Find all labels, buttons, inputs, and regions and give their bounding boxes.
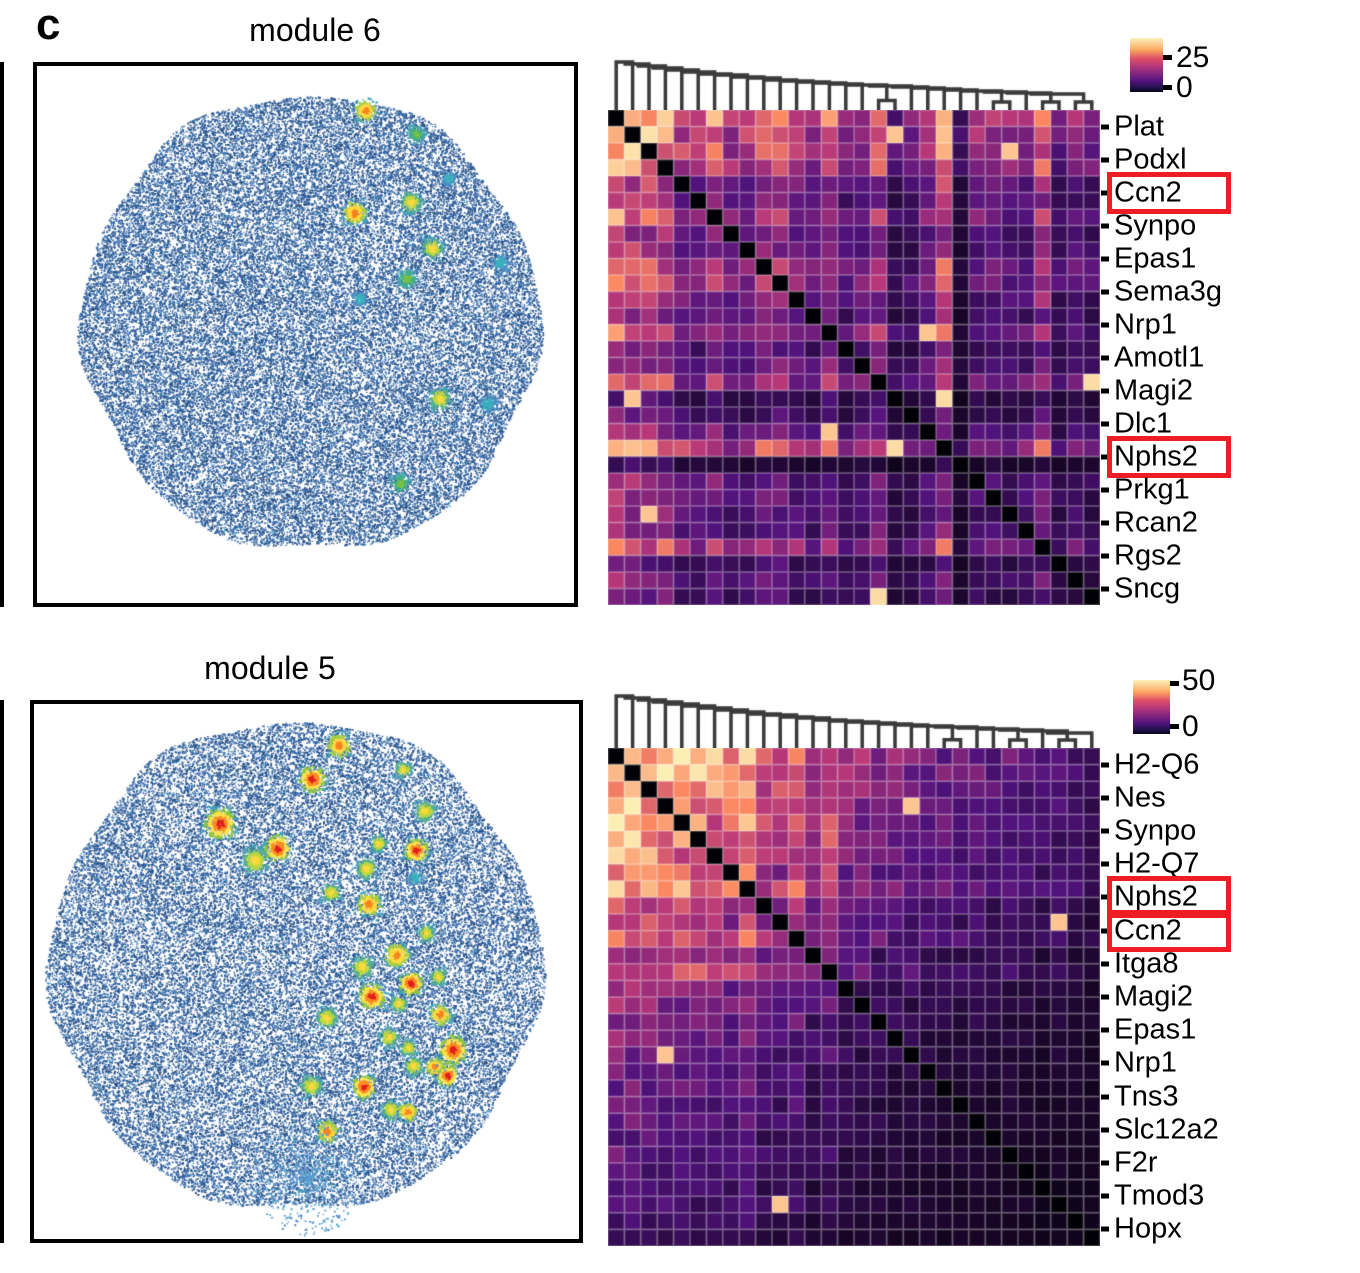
module5-colorbar xyxy=(1133,680,1170,734)
gene-tick-ccn2 xyxy=(1101,190,1109,195)
module6-spatial-box xyxy=(33,62,578,607)
gene-label-sncg: Sncg xyxy=(1114,572,1181,604)
module5-spatial-plot xyxy=(34,704,579,1239)
gene-label-amotl1: Amotl1 xyxy=(1114,341,1205,373)
gene-tick-sncg xyxy=(1101,586,1109,591)
highlight-box-ccn2 xyxy=(1107,909,1231,952)
gene-label-h2-q7: H2-Q7 xyxy=(1114,847,1200,880)
gene-tick-tmod3 xyxy=(1101,1193,1109,1199)
gene-label-podxl: Podxl xyxy=(1114,143,1187,175)
gene-tick-prkg1 xyxy=(1101,487,1109,492)
gene-label-synpo: Synpo xyxy=(1114,209,1197,241)
gene-label-sema3g: Sema3g xyxy=(1114,275,1223,307)
gene-label-slc12a2: Slc12a2 xyxy=(1114,1113,1219,1146)
gene-tick-tns3 xyxy=(1101,1094,1109,1100)
gene-label-nphs2: Nphs2 xyxy=(1114,440,1198,472)
gene-label-tmod3: Tmod3 xyxy=(1114,1179,1205,1212)
gene-label-rcan2: Rcan2 xyxy=(1114,506,1198,538)
gene-label-magi2: Magi2 xyxy=(1114,980,1193,1013)
gene-tick-nrp1 xyxy=(1101,322,1109,327)
gene-tick-plat xyxy=(1101,124,1109,129)
module6-spatial-plot xyxy=(37,66,574,603)
gene-tick-nphs2 xyxy=(1101,454,1109,459)
gene-tick-ccn2 xyxy=(1101,928,1109,934)
gene-tick-nrp1 xyxy=(1101,1060,1109,1066)
gene-label-plat: Plat xyxy=(1114,110,1164,142)
gene-tick-rcan2 xyxy=(1101,520,1109,525)
module6-dendrogram xyxy=(608,54,1100,110)
gene-tick-magi2 xyxy=(1101,994,1109,1000)
module5-colorbar-tick-min xyxy=(1170,724,1179,729)
gene-tick-epas1 xyxy=(1101,256,1109,261)
gene-label-ccn2: Ccn2 xyxy=(1114,176,1182,208)
gene-tick-sema3g xyxy=(1101,289,1109,294)
gene-tick-nes xyxy=(1101,795,1109,801)
module5-spatial-box xyxy=(30,700,583,1243)
gene-label-nrp1: Nrp1 xyxy=(1114,308,1177,340)
module5-colorbar-max-label: 50 xyxy=(1182,664,1216,697)
adjacent-panel-edge-top xyxy=(0,62,4,607)
gene-tick-magi2 xyxy=(1101,388,1109,393)
gene-tick-rgs2 xyxy=(1101,553,1109,558)
gene-label-epas1: Epas1 xyxy=(1114,1013,1197,1046)
gene-label-itga8: Itga8 xyxy=(1114,947,1179,980)
gene-tick-podxl xyxy=(1101,157,1109,162)
panel-label: c xyxy=(36,0,61,49)
adjacent-panel-edge-bottom xyxy=(0,700,4,1243)
module6-colorbar-min-label: 0 xyxy=(1176,71,1193,104)
gene-tick-dlc1 xyxy=(1101,421,1109,426)
module6-colorbar-tick-max xyxy=(1163,55,1172,60)
gene-tick-epas1 xyxy=(1101,1027,1109,1033)
gene-tick-hopx xyxy=(1101,1226,1109,1232)
gene-label-dlc1: Dlc1 xyxy=(1114,407,1173,439)
gene-label-magi2: Magi2 xyxy=(1114,374,1193,406)
gene-label-rgs2: Rgs2 xyxy=(1114,539,1182,571)
module6-colorbar xyxy=(1130,38,1163,92)
gene-label-epas1: Epas1 xyxy=(1114,242,1197,274)
gene-tick-slc12a2 xyxy=(1101,1127,1109,1133)
gene-tick-h2-q6 xyxy=(1101,762,1109,768)
highlight-box-nphs2 xyxy=(1107,435,1231,478)
gene-tick-synpo xyxy=(1101,828,1109,834)
module6-heatmap xyxy=(608,110,1100,605)
module5-heatmap xyxy=(608,748,1100,1246)
gene-tick-amotl1 xyxy=(1101,355,1109,360)
module6-colorbar-tick-min xyxy=(1163,85,1172,90)
gene-label-hopx: Hopx xyxy=(1114,1212,1182,1245)
highlight-box-nphs2 xyxy=(1107,876,1231,919)
module5-colorbar-min-label: 0 xyxy=(1182,710,1199,743)
highlight-box-ccn2 xyxy=(1107,171,1231,214)
gene-tick-nphs2 xyxy=(1101,894,1109,900)
gene-label-nphs2: Nphs2 xyxy=(1114,880,1198,913)
module5-colorbar-tick-max xyxy=(1170,681,1179,686)
gene-tick-synpo xyxy=(1101,223,1109,228)
gene-label-synpo: Synpo xyxy=(1114,814,1197,847)
module6-title: module 6 xyxy=(249,12,381,48)
module5-dendrogram xyxy=(608,690,1100,748)
gene-label-h2-q6: H2-Q6 xyxy=(1114,748,1200,781)
gene-tick-h2-q7 xyxy=(1101,861,1109,867)
gene-label-tns3: Tns3 xyxy=(1114,1080,1179,1113)
gene-label-ccn2: Ccn2 xyxy=(1114,914,1182,947)
gene-label-prkg1: Prkg1 xyxy=(1114,473,1190,505)
gene-label-nes: Nes xyxy=(1114,781,1166,814)
gene-label-f2r: F2r xyxy=(1114,1146,1158,1179)
module5-title: module 5 xyxy=(204,650,336,686)
module6-colorbar-max-label: 25 xyxy=(1176,41,1210,74)
gene-tick-itga8 xyxy=(1101,961,1109,967)
gene-tick-f2r xyxy=(1101,1160,1109,1166)
gene-label-nrp1: Nrp1 xyxy=(1114,1046,1177,1079)
